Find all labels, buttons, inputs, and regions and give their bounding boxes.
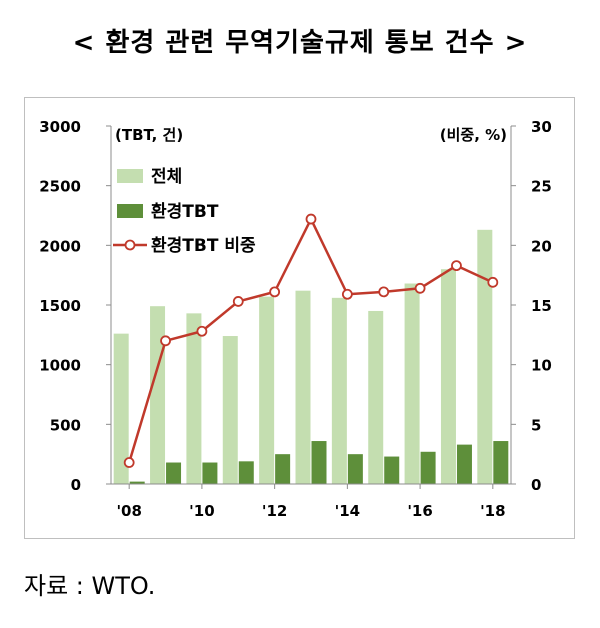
point-env-tbt-share-2013 <box>305 213 317 225</box>
bar-env-tbt-2008 <box>129 481 145 484</box>
bar-total-2011 <box>222 336 238 484</box>
legend-swatch-env-tbt <box>117 204 143 218</box>
y-left-unit-label: (TBT, 건) <box>115 126 183 144</box>
legend-label-total: 전체 <box>151 167 182 187</box>
y-right-tick-label-30: 30 <box>531 118 552 136</box>
bar-env-tbt-2010 <box>202 462 218 484</box>
y-right-tick-label-10: 10 <box>531 357 552 375</box>
bar-env-tbt-2016 <box>420 451 436 484</box>
point-env-tbt-share-2011 <box>232 296 244 307</box>
bar-total-2012 <box>259 296 275 484</box>
legend-swatch-share-marker <box>124 239 136 251</box>
bar-total-2014 <box>331 297 347 484</box>
bar-env-tbt-2011 <box>238 461 254 484</box>
point-env-tbt-share-2014 <box>341 288 353 300</box>
point-env-tbt-share-2012 <box>269 286 281 298</box>
bar-total-2017 <box>440 269 456 484</box>
bar-env-tbt-2009 <box>166 462 182 484</box>
legend-label-env-tbt: 환경TBT <box>151 202 219 222</box>
y-right-tick-label-5: 5 <box>531 416 541 434</box>
bar-total-2010 <box>186 313 202 484</box>
x-tick-label-2012: '12 <box>262 502 287 520</box>
point-env-tbt-share-2010 <box>196 325 208 337</box>
y-left-tick-label-0: 0 <box>71 476 81 494</box>
bar-total-2015 <box>368 310 384 484</box>
y-left-tick-label-2000: 2000 <box>39 237 81 255</box>
point-env-tbt-share-2017 <box>451 260 462 272</box>
bar-total-2016 <box>404 283 420 484</box>
bar-env-tbt-2015 <box>384 456 400 484</box>
point-env-tbt-share-2009 <box>160 335 171 347</box>
chart-title: < 환경 관련 무역기술규제 통보 건수 > <box>72 28 528 58</box>
x-tick-label-2008: '08 <box>116 502 141 520</box>
chart-svg: 0 500 1000 1500 2000 2500 3000 0 5 10 15 20 25 30 '08 '… <box>39 118 552 520</box>
y-right-unit-label: (비중, %) <box>440 126 507 144</box>
y-left-tick-label-2500: 2500 <box>39 178 81 196</box>
point-env-tbt-share-2018 <box>487 276 499 288</box>
x-tick-label-2014: '14 <box>335 502 360 520</box>
y-left-tick-label-1500: 1500 <box>39 297 81 315</box>
y-left-tick-label-1000: 1000 <box>39 357 81 375</box>
x-tick-label-2016: '16 <box>407 502 432 520</box>
bar-env-tbt-2017 <box>456 444 472 484</box>
y-right-tick-label-0: 0 <box>531 476 541 494</box>
source-note: 자료 : WTO. <box>24 572 156 600</box>
y-left-tick-label-3000: 3000 <box>39 118 81 136</box>
y-left-tick-label-500: 500 <box>50 416 81 434</box>
legend-label-share: 환경TBT 비중 <box>151 236 256 256</box>
bar-env-tbt-2013 <box>311 441 327 484</box>
bar-total-2018 <box>477 229 493 484</box>
y-right-tick-label-20: 20 <box>531 237 552 255</box>
point-env-tbt-share-2016 <box>414 282 426 294</box>
point-env-tbt-share-2015 <box>378 286 390 298</box>
point-env-tbt-share-2008 <box>123 457 135 468</box>
bar-env-tbt-2014 <box>347 454 363 484</box>
y-right-tick-label-15: 15 <box>531 297 552 315</box>
legend-swatch-total <box>117 169 143 183</box>
bar-total-2008 <box>113 333 129 484</box>
chart-frame: 0 500 1000 1500 2000 2500 3000 0 5 10 15 20 25 30 '08 '… <box>24 97 575 539</box>
bar-env-tbt-2018 <box>493 441 509 484</box>
y-right-tick-label-25: 25 <box>531 178 552 196</box>
bar-total-2009 <box>150 306 166 484</box>
bar-env-tbt-2012 <box>275 454 291 484</box>
x-tick-label-2018: '18 <box>480 502 505 520</box>
x-tick-label-2010: '10 <box>189 502 214 520</box>
bar-total-2013 <box>295 290 311 484</box>
